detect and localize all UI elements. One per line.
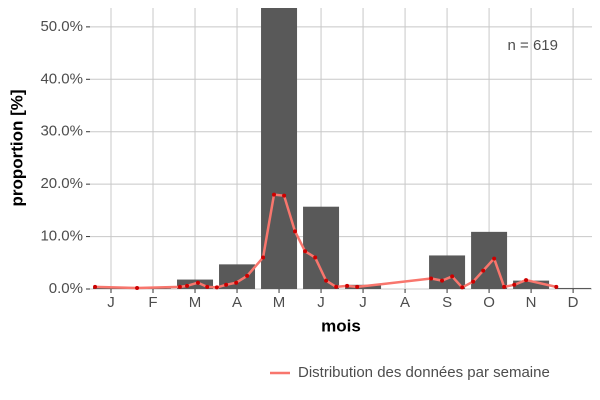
y-tick-label: 50.0% xyxy=(40,18,83,35)
point xyxy=(460,285,465,290)
point xyxy=(313,255,318,260)
bar xyxy=(513,280,550,289)
point xyxy=(471,279,476,284)
x-axis-title: mois xyxy=(321,316,361,335)
y-tick-label: 20.0% xyxy=(40,175,83,192)
point xyxy=(324,278,329,283)
x-tick-label: M xyxy=(189,294,202,311)
point xyxy=(271,192,276,197)
x-tick-label: J xyxy=(317,294,325,311)
x-tick-label: S xyxy=(442,294,452,311)
bar xyxy=(555,287,592,289)
point xyxy=(524,278,529,283)
y-axis-title: proportion [%] xyxy=(7,89,26,206)
x-tick-label: A xyxy=(400,294,410,311)
point xyxy=(303,249,308,254)
point xyxy=(195,280,200,285)
point xyxy=(234,280,239,285)
point xyxy=(205,284,210,289)
annotation: n = 619 xyxy=(508,37,558,54)
x-tick-label: J xyxy=(359,294,367,311)
y-tick-label: 40.0% xyxy=(40,70,83,87)
point xyxy=(245,273,250,278)
point xyxy=(224,282,229,287)
point xyxy=(177,284,182,289)
x-tick-label: D xyxy=(568,294,579,311)
x-tick-label: O xyxy=(483,294,495,311)
point xyxy=(93,284,98,289)
x-tick-label: M xyxy=(273,294,286,311)
x-tick-label: F xyxy=(148,294,157,311)
y-tick-label: 10.0% xyxy=(40,228,83,245)
legend-label: Distribution des données par semaine xyxy=(298,364,550,381)
point xyxy=(185,283,190,288)
point xyxy=(135,285,140,290)
x-tick-label: N xyxy=(526,294,537,311)
x-tick-label: J xyxy=(107,294,115,311)
point xyxy=(355,284,360,289)
point xyxy=(214,285,219,290)
point xyxy=(512,282,517,287)
point xyxy=(481,268,486,273)
point xyxy=(450,274,455,279)
point xyxy=(293,229,298,234)
bar xyxy=(303,206,340,289)
point xyxy=(261,255,266,260)
x-tick-label: A xyxy=(232,294,242,311)
point xyxy=(345,283,350,288)
point xyxy=(282,193,287,198)
y-tick-label: 30.0% xyxy=(40,123,83,140)
point xyxy=(502,284,507,289)
point xyxy=(440,278,445,283)
point xyxy=(554,284,559,289)
point xyxy=(334,284,339,289)
point xyxy=(492,256,497,261)
y-tick-label: 0.0% xyxy=(49,280,83,297)
bar xyxy=(261,8,298,289)
point xyxy=(429,276,434,281)
